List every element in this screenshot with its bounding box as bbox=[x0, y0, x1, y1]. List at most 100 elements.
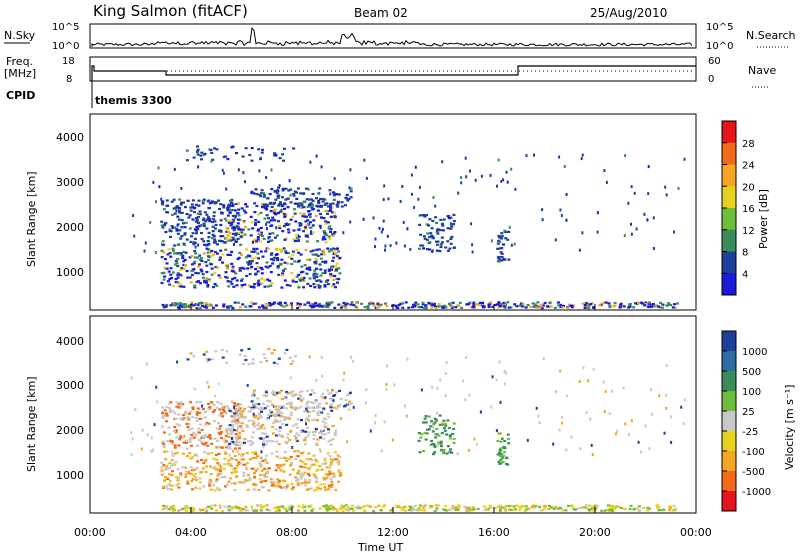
data-cell bbox=[510, 243, 513, 247]
data-cell bbox=[197, 427, 200, 430]
data-cell bbox=[541, 304, 545, 307]
data-cell bbox=[622, 507, 626, 510]
data-cell bbox=[446, 215, 450, 218]
data-cell bbox=[399, 302, 403, 305]
data-cell bbox=[508, 508, 512, 511]
data-cell bbox=[314, 267, 318, 270]
data-cell bbox=[234, 470, 238, 473]
data-cell bbox=[189, 281, 193, 284]
data-cell bbox=[234, 412, 238, 415]
data-cell bbox=[215, 284, 219, 287]
data-cell bbox=[239, 426, 243, 429]
data-cell bbox=[577, 507, 581, 510]
data-cell bbox=[253, 471, 256, 475]
data-cell bbox=[165, 465, 168, 468]
data-cell bbox=[273, 152, 277, 155]
data-cell bbox=[237, 231, 241, 234]
data-cell bbox=[241, 155, 245, 158]
data-cell bbox=[205, 270, 209, 274]
data-cell bbox=[439, 218, 443, 221]
data-cell bbox=[630, 232, 633, 236]
data-cell bbox=[275, 191, 279, 194]
data-cell bbox=[542, 357, 545, 360]
data-cell bbox=[278, 420, 282, 423]
data-cell bbox=[194, 433, 198, 436]
data-cell bbox=[533, 303, 537, 306]
data-cell bbox=[507, 437, 511, 440]
data-cell bbox=[300, 419, 303, 422]
data-cell bbox=[188, 256, 192, 259]
data-cell bbox=[247, 363, 251, 366]
data-cell bbox=[192, 243, 196, 246]
power-cbar-tick: 28 bbox=[742, 139, 755, 150]
data-cell bbox=[223, 457, 227, 460]
data-cell bbox=[277, 414, 281, 417]
data-cell bbox=[471, 505, 475, 509]
data-cell bbox=[164, 222, 168, 225]
data-cell bbox=[224, 451, 228, 454]
data-cell bbox=[436, 504, 440, 507]
data-cell bbox=[372, 304, 376, 307]
data-cell bbox=[176, 252, 180, 255]
data-cell bbox=[427, 302, 431, 305]
data-cell bbox=[394, 304, 398, 307]
data-cell bbox=[272, 218, 275, 222]
data-cell bbox=[332, 399, 335, 403]
data-cell bbox=[187, 470, 191, 474]
data-cell bbox=[332, 278, 336, 281]
data-cell bbox=[284, 198, 288, 201]
data-cell bbox=[322, 478, 326, 481]
data-cell bbox=[433, 445, 437, 448]
data-cell bbox=[270, 168, 273, 172]
data-cell bbox=[260, 231, 263, 234]
data-cell bbox=[324, 241, 328, 244]
data-cell bbox=[307, 481, 311, 484]
data-cell bbox=[262, 196, 266, 199]
data-cell bbox=[211, 225, 215, 228]
data-cell bbox=[538, 505, 541, 508]
data-cell bbox=[401, 306, 405, 309]
data-cell bbox=[489, 301, 493, 304]
data-cell bbox=[627, 201, 630, 205]
data-cell bbox=[202, 305, 206, 308]
data-cell bbox=[560, 214, 563, 218]
data-cell bbox=[396, 306, 400, 309]
data-cell bbox=[161, 412, 164, 415]
data-cell bbox=[254, 223, 257, 226]
data-cell bbox=[177, 476, 180, 479]
data-cell bbox=[183, 233, 187, 236]
data-cell bbox=[194, 472, 198, 476]
nsky-trace bbox=[91, 27, 693, 47]
data-cell bbox=[169, 235, 172, 238]
data-cell bbox=[198, 258, 202, 261]
data-cell bbox=[269, 411, 273, 414]
data-cell bbox=[328, 302, 332, 305]
data-cell bbox=[251, 257, 255, 260]
data-cell bbox=[315, 204, 319, 207]
data-cell bbox=[264, 454, 268, 457]
data-cell bbox=[307, 468, 311, 471]
data-cell bbox=[180, 226, 184, 229]
data-cell bbox=[203, 152, 207, 155]
data-cell bbox=[189, 240, 193, 243]
data-cell bbox=[182, 201, 185, 204]
data-cell bbox=[161, 485, 165, 488]
data-cell bbox=[201, 435, 204, 438]
data-cell bbox=[303, 505, 307, 508]
data-cell bbox=[281, 187, 285, 190]
data-cell bbox=[320, 429, 324, 432]
data-cell bbox=[217, 274, 221, 277]
data-cell bbox=[308, 268, 312, 271]
data-cell bbox=[433, 451, 437, 454]
data-cell bbox=[289, 455, 293, 459]
data-cell bbox=[317, 199, 321, 202]
data-cell bbox=[283, 480, 287, 483]
data-cell bbox=[435, 427, 439, 431]
data-cell bbox=[264, 206, 268, 209]
data-cell bbox=[209, 504, 213, 507]
data-cell bbox=[656, 506, 659, 509]
data-cell bbox=[290, 262, 294, 266]
freq-line bbox=[91, 65, 696, 81]
data-cell bbox=[285, 284, 289, 287]
data-cell bbox=[682, 422, 685, 426]
